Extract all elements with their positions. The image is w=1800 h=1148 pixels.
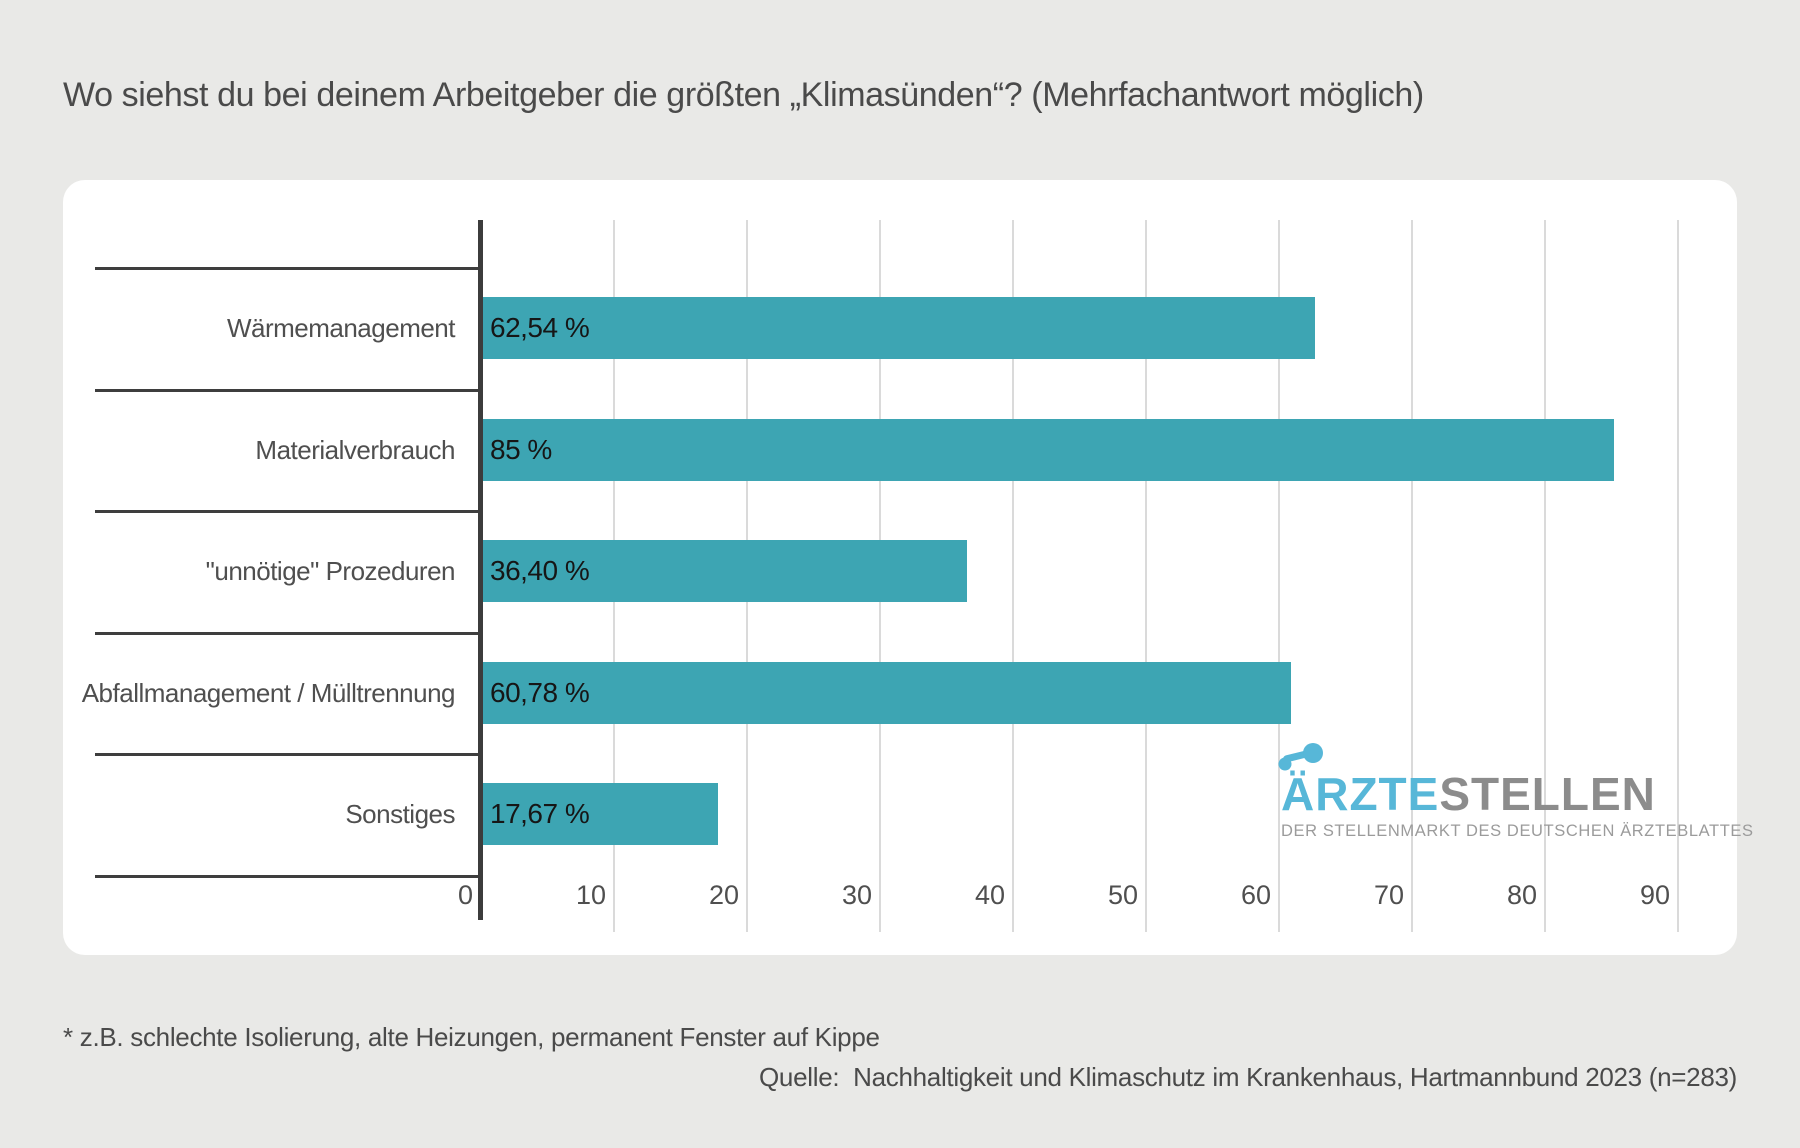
category-label: Materialverbrauch bbox=[255, 434, 455, 465]
x-tick-70: 70 bbox=[1373, 880, 1404, 910]
gridline-70 bbox=[1411, 220, 1413, 932]
x-tick-10: 10 bbox=[575, 880, 606, 910]
gridline-90 bbox=[1677, 220, 1679, 932]
x-tick-30: 30 bbox=[841, 880, 872, 910]
logo-text-secondary: STELLEN bbox=[1439, 768, 1656, 820]
x-tick-40: 40 bbox=[974, 880, 1005, 910]
x-tick-50: 50 bbox=[1107, 880, 1138, 910]
bar-unnoetige-prozeduren: 36,40 % bbox=[483, 540, 967, 602]
source-line: Quelle: Nachhaltigkeit und Klimaschutz i… bbox=[759, 1062, 1737, 1092]
bar-value-label: 62,54 % bbox=[490, 312, 590, 343]
gridline-40 bbox=[1012, 220, 1014, 932]
x-tick-0: 0 bbox=[457, 880, 473, 910]
bar-value-label: 85 % bbox=[490, 434, 552, 465]
x-tick-60: 60 bbox=[1240, 880, 1271, 910]
x-tick-90: 90 bbox=[1639, 880, 1670, 910]
row-separator bbox=[95, 510, 481, 513]
row-separator bbox=[95, 267, 481, 270]
row-separator bbox=[95, 389, 481, 392]
gridline-80 bbox=[1544, 220, 1546, 932]
category-label: Wärmemanagement bbox=[226, 312, 456, 343]
x-tick-20: 20 bbox=[708, 880, 739, 910]
bar-value-label: 60,78 % bbox=[490, 677, 590, 708]
dots-dumbbell-icon bbox=[1278, 743, 1323, 771]
category-label: Sonstiges bbox=[345, 798, 455, 829]
bar-value-label: 17,67 % bbox=[490, 798, 590, 829]
logo-wordmark: ÄRZTESTELLEN bbox=[1278, 743, 1731, 820]
chart-title: Wo siehst du bei deinem Arbeitgeber die … bbox=[63, 76, 1424, 114]
chart-card: Wärmemanagement Materialverbrauch "unnöt… bbox=[63, 180, 1754, 955]
bar-materialverbrauch: 85 % bbox=[483, 419, 1614, 481]
aerztestellen-logo: ÄRZTESTELLEN DER STELLENMARKT DES DEUTSC… bbox=[1278, 743, 1754, 841]
footnote: * z.B. schlechte Isolierung, alte Heizun… bbox=[63, 1022, 880, 1052]
bar-sonstiges: 17,67 % bbox=[483, 783, 718, 845]
row-separator bbox=[95, 753, 481, 756]
category-label: Abfallmanagement / Mülltrennung bbox=[81, 677, 456, 708]
row-separator bbox=[95, 632, 481, 635]
gridline-50 bbox=[1145, 220, 1147, 932]
category-label: "unnötige" Prozeduren bbox=[205, 555, 456, 586]
bar-abfallmanagement: 60,78 % bbox=[483, 662, 1291, 724]
x-tick-80: 80 bbox=[1506, 880, 1537, 910]
y-axis-line bbox=[478, 220, 483, 920]
logo-text-primary: ÄRZTE bbox=[1281, 768, 1440, 820]
logo-tagline: DER STELLENMARKT DES DEUTSCHEN ÄRZTEBLAT… bbox=[1281, 821, 1754, 840]
bar-waermemanagement: 62,54 % bbox=[483, 297, 1315, 359]
gridline-60 bbox=[1278, 220, 1280, 932]
row-separator bbox=[95, 875, 481, 878]
bar-value-label: 36,40 % bbox=[490, 555, 590, 586]
